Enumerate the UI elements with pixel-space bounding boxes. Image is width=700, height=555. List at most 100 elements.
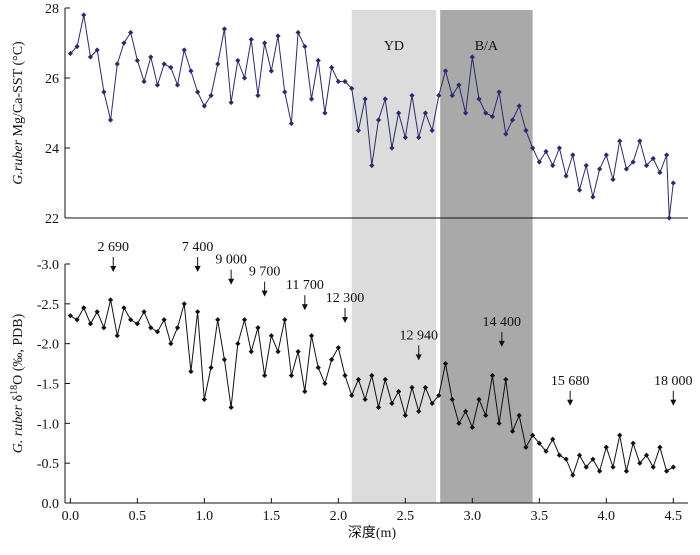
- y-axis-label: G.ruber Mg/Ca-SST (°C): [11, 41, 26, 185]
- data-point: [248, 349, 254, 355]
- data-point: [262, 372, 268, 379]
- data-point: [235, 341, 241, 347]
- data-point: [550, 436, 556, 442]
- data-point: [666, 215, 672, 221]
- data-point: [241, 317, 248, 323]
- data-point: [469, 54, 475, 60]
- data-point: [161, 61, 167, 67]
- annotation-arrowhead: [567, 399, 574, 406]
- data-point: [128, 317, 134, 323]
- data-point: [643, 162, 650, 169]
- data-point: [536, 159, 542, 165]
- annotation-arrowhead: [110, 265, 117, 272]
- y-axis-label: G. ruber δ18O (‰, PDB): [9, 313, 27, 453]
- data-point: [650, 155, 656, 162]
- data-point: [67, 50, 73, 57]
- data-point: [463, 110, 469, 116]
- data-point: [503, 376, 509, 383]
- data-point: [463, 408, 469, 414]
- data-point: [107, 297, 114, 303]
- y-tick-label: -2.0: [37, 338, 59, 353]
- data-point: [295, 29, 301, 36]
- data-point: [308, 333, 315, 339]
- data-point: [228, 404, 234, 410]
- y-tick-label: -0.5: [37, 457, 59, 472]
- y-axis-label-part: G.ruber: [11, 139, 26, 184]
- x-tick-label: 2.5: [397, 509, 415, 524]
- data-point: [523, 444, 529, 450]
- data-point: [630, 159, 636, 165]
- intervals: YD B/A: [351, 10, 533, 503]
- data-point: [248, 36, 254, 43]
- y-tick-label: -3.0: [37, 258, 59, 273]
- data-point: [610, 464, 616, 470]
- data-point: [221, 357, 228, 363]
- y-tick-label: 24: [45, 142, 59, 157]
- data-point: [154, 329, 161, 335]
- annotation-arrowhead: [261, 290, 268, 297]
- data-point: [335, 345, 341, 351]
- data-point: [121, 40, 127, 46]
- data-point: [188, 68, 194, 74]
- data-point: [670, 464, 676, 470]
- interval-band: [351, 10, 437, 503]
- data-point: [148, 54, 154, 60]
- data-point: [563, 456, 569, 462]
- y-axis-label-part: O (‰, PDB): [11, 313, 26, 385]
- annotation-label: 9 000: [215, 253, 247, 268]
- data-point: [496, 89, 502, 95]
- data-point: [550, 162, 556, 169]
- data-point: [556, 145, 563, 151]
- data-point: [268, 333, 274, 339]
- data-point: [657, 169, 663, 176]
- data-point: [449, 396, 455, 403]
- data-point: [74, 317, 80, 323]
- data-point: [576, 187, 583, 193]
- data-point: [523, 127, 529, 134]
- data-point: [402, 134, 408, 141]
- data-point: [282, 317, 288, 323]
- interval-label: YD: [384, 39, 404, 54]
- data-point: [496, 420, 502, 426]
- data-point: [94, 47, 100, 53]
- data-point: [416, 408, 422, 414]
- data-point: [436, 392, 442, 399]
- data-point: [362, 396, 368, 403]
- x-tick-label: 4.5: [665, 509, 683, 524]
- data-point: [389, 400, 395, 407]
- data-point: [174, 325, 181, 331]
- data-point: [429, 400, 435, 407]
- panel: -3.0 -2.5 -2.0 -1.5 -1.0 -0.5 0.00.0 0.5 1.0 1.5 2…: [9, 240, 693, 524]
- y-tick-label: 26: [45, 72, 59, 87]
- data-point: [449, 92, 455, 99]
- data-point: [134, 321, 140, 327]
- data-point: [201, 103, 207, 109]
- annotation-arrowhead: [342, 316, 349, 323]
- data-point: [308, 96, 315, 102]
- y-tick-label: -1.0: [37, 417, 59, 432]
- data-point: [74, 43, 80, 50]
- data-point: [422, 384, 429, 391]
- data-point: [141, 78, 147, 85]
- data-point: [590, 194, 596, 200]
- annotation-arrowhead: [498, 340, 505, 347]
- x-axis-label: 深度(m): [348, 525, 397, 541]
- data-point: [637, 138, 643, 144]
- data-point: [416, 134, 422, 141]
- annotation-arrowhead: [228, 278, 235, 285]
- data-point: [543, 448, 549, 454]
- data-point: [215, 61, 221, 67]
- data-point: [570, 152, 576, 158]
- data-point: [469, 424, 475, 430]
- data-point: [181, 47, 187, 53]
- data-point: [302, 388, 308, 395]
- y-tick-label: -2.5: [37, 298, 59, 313]
- data-point: [168, 64, 174, 71]
- data-point: [396, 388, 402, 395]
- y-axis-label-part: 18: [9, 385, 20, 395]
- data-point: [483, 110, 489, 116]
- data-point: [489, 372, 496, 379]
- data-point: [590, 456, 596, 462]
- data-point: [288, 120, 295, 127]
